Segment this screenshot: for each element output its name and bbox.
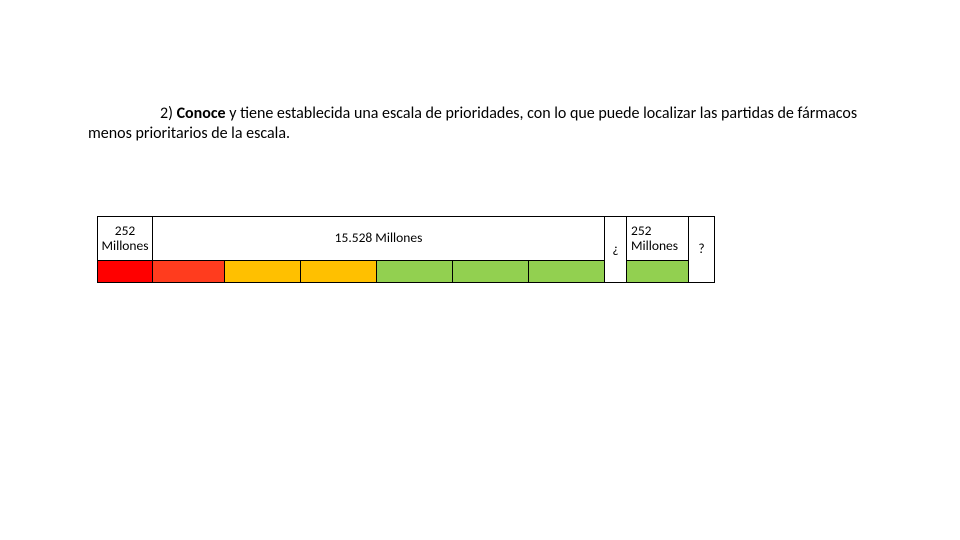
scale-cell-1: [153, 261, 225, 283]
scale-cell-4: [377, 261, 453, 283]
paragraph-text: 2) Conoce y tiene establecida una escala…: [88, 104, 878, 144]
header-center-cell: 15.528 Millones: [153, 217, 605, 261]
header-right-line2: Millones: [631, 237, 678, 254]
scale-cell-0: [98, 261, 153, 283]
symbol-right: ?: [689, 217, 715, 283]
paragraph-bold: Conoce: [177, 104, 226, 123]
scale-cell-3: [301, 261, 377, 283]
scale-cell-right: [627, 261, 689, 283]
scale-cell-2: [225, 261, 301, 283]
priority-scale-diagram: 252Millones15.528 Millones¿252Millones?: [97, 216, 715, 283]
symbol-left: ¿: [605, 217, 627, 283]
priority-scale-table: 252Millones15.528 Millones¿252Millones?: [97, 216, 715, 283]
paragraph-prefix: 2): [160, 104, 177, 123]
header-left-cell: 252Millones: [98, 217, 153, 261]
slide-content: 2) Conoce y tiene establecida una escala…: [88, 88, 878, 160]
header-left-line2: Millones: [101, 237, 148, 254]
scale-cell-5: [453, 261, 529, 283]
scale-cell-6: [529, 261, 605, 283]
header-right-cell: 252Millones: [627, 217, 689, 261]
